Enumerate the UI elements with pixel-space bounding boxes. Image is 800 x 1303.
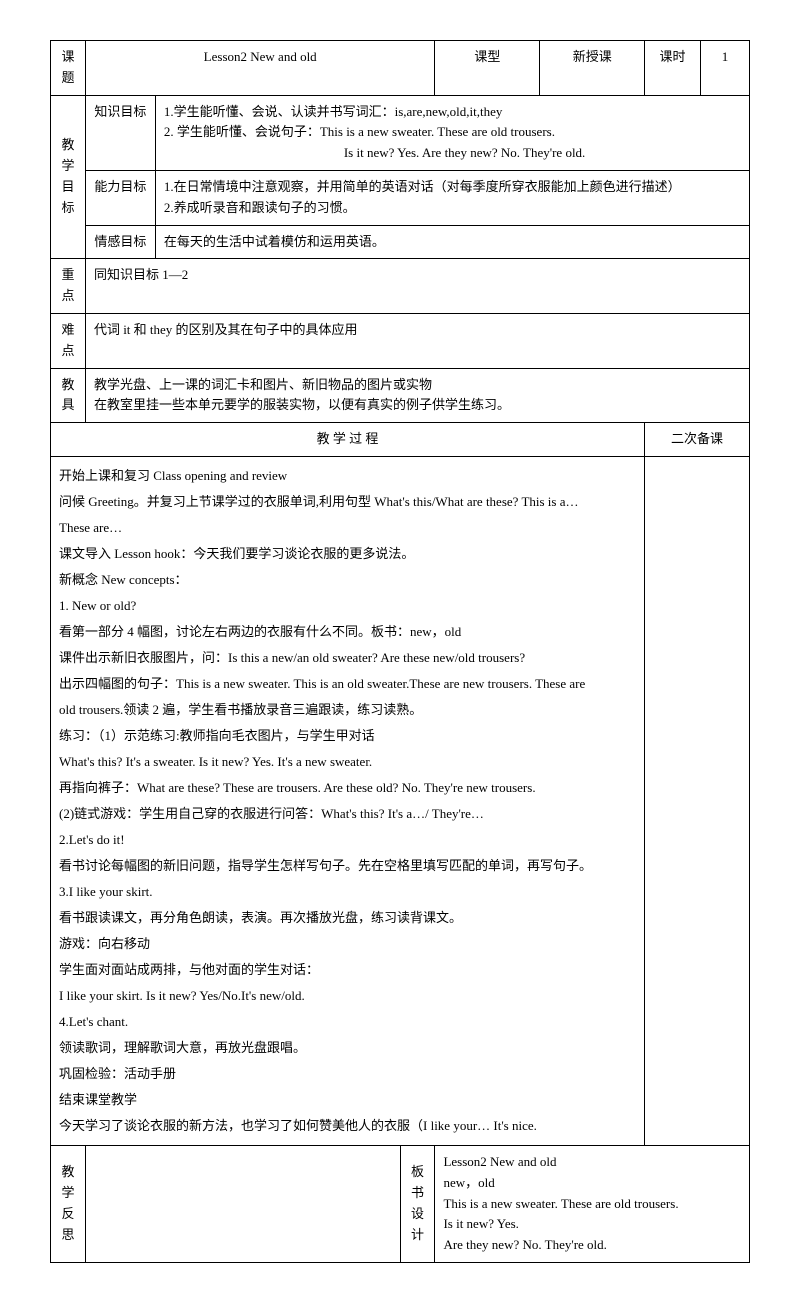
process-line: I like your skirt. Is it new? Yes/No.It'… <box>59 983 636 1009</box>
process-title: 教 学 过 程 <box>51 423 645 457</box>
fansi-label: 教学反思 <box>51 1145 86 1262</box>
process-line: 学生面对面站成两排，与他对面的学生对话： <box>59 957 636 983</box>
process-line: 看书跟读课文，再分角色朗读，表演。再次播放光盘，练习读背课文。 <box>59 905 636 931</box>
nandian-value: 代词 it 和 they 的区别及其在句子中的具体应用 <box>85 313 749 368</box>
emotion-label: 情感目标 <box>85 225 155 259</box>
process-line: 4.Let's chant. <box>59 1009 636 1035</box>
process-line: 看书讨论每幅图的新旧问题，指导学生怎样写句子。先在空格里填写匹配的单词，再写句子… <box>59 853 636 879</box>
knowledge-line2: 2. 学生能听懂、会说句子：This is a new sweater. The… <box>164 122 741 143</box>
knowledge-line1: 1.学生能听懂、会说、认读并书写词汇：is,are,new,old,it,the… <box>164 102 741 123</box>
process-line: 领读歌词，理解歌词大意，再放光盘跟唱。 <box>59 1035 636 1061</box>
ability-line2: 2.养成听录音和跟读句子的习惯。 <box>164 198 741 219</box>
secondary-content <box>645 456 750 1145</box>
process-line: 巩固检验：活动手册 <box>59 1061 636 1087</box>
jiaoju-line1: 教学光盘、上一课的词汇卡和图片、新旧物品的图片或实物 <box>94 375 741 396</box>
kexing-label: 课型 <box>435 41 540 96</box>
zhongdian-value: 同知识目标 1—2 <box>85 259 749 314</box>
objectives-label: 教学目标 <box>51 95 86 259</box>
kexing-value: 新授课 <box>540 41 645 96</box>
process-line: old trousers.领读 2 遍，学生看书播放录音三遍跟读，练习读熟。 <box>59 697 636 723</box>
jiaoju-row: 教具 教学光盘、上一课的词汇卡和图片、新旧物品的图片或实物 在教室里挂一些本单元… <box>51 368 750 423</box>
process-line: 结束课堂教学 <box>59 1087 636 1113</box>
process-line: These are… <box>59 515 636 541</box>
process-line: 2.Let's do it! <box>59 827 636 853</box>
process-line: 看第一部分 4 幅图，讨论左右两边的衣服有什么不同。板书：new，old <box>59 619 636 645</box>
footer-row: 教学反思 板书设计 Lesson2 New and old new，old Th… <box>51 1145 750 1262</box>
process-line: 出示四幅图的句子：This is a new sweater. This is … <box>59 671 636 697</box>
keti-label: 课题 <box>51 41 86 96</box>
ability-line1: 1.在日常情境中注意观察，并用简单的英语对话（对每季度所穿衣服能加上颜色进行描述… <box>164 177 741 198</box>
ability-content: 1.在日常情境中注意观察，并用简单的英语对话（对每季度所穿衣服能加上颜色进行描述… <box>155 170 749 225</box>
process-line: 今天学习了谈论衣服的新方法，也学习了如何赞美他人的衣服（I like your…… <box>59 1113 636 1139</box>
jiaoju-content: 教学光盘、上一课的词汇卡和图片、新旧物品的图片或实物 在教室里挂一些本单元要学的… <box>85 368 749 423</box>
process-line: (2)链式游戏：学生用自己穿的衣服进行问答：What's this? It's … <box>59 801 636 827</box>
zhongdian-row: 重点 同知识目标 1—2 <box>51 259 750 314</box>
knowledge-row: 教学目标 知识目标 1.学生能听懂、会说、认读并书写词汇：is,are,new,… <box>51 95 750 170</box>
process-body-row: 开始上课和复习 Class opening and review问候 Greet… <box>51 456 750 1145</box>
nandian-row: 难点 代词 it 和 they 的区别及其在句子中的具体应用 <box>51 313 750 368</box>
ability-label: 能力目标 <box>85 170 155 225</box>
nandian-label: 难点 <box>51 313 86 368</box>
knowledge-label: 知识目标 <box>85 95 155 170</box>
banshu-line3: This is a new sweater. These are old tro… <box>443 1194 741 1215</box>
banshu-line2: new，old <box>443 1173 741 1194</box>
keshi-value: 1 <box>701 41 750 96</box>
process-line: 游戏：向右移动 <box>59 931 636 957</box>
process-line: 问候 Greeting。并复习上节课学过的衣服单词,利用句型 What's th… <box>59 489 636 515</box>
emotion-value: 在每天的生活中试着模仿和运用英语。 <box>155 225 749 259</box>
banshu-label: 板书设计 <box>400 1145 435 1262</box>
emotion-row: 情感目标 在每天的生活中试着模仿和运用英语。 <box>51 225 750 259</box>
process-line: What's this? It's a sweater. Is it new? … <box>59 749 636 775</box>
process-line: 开始上课和复习 Class opening and review <box>59 463 636 489</box>
process-line: 课件出示新旧衣服图片，问：Is this a new/an old sweate… <box>59 645 636 671</box>
banshu-line1: Lesson2 New and old <box>443 1152 741 1173</box>
jiaoju-line2: 在教室里挂一些本单元要学的服装实物，以便有真实的例子供学生练习。 <box>94 395 741 416</box>
fansi-content <box>85 1145 400 1262</box>
lesson-plan-table: 课题 Lesson2 New and old 课型 新授课 课时 1 教学目标 … <box>50 40 750 1263</box>
knowledge-line3: Is it new? Yes. Are they new? No. They'r… <box>164 143 741 164</box>
ability-row: 能力目标 1.在日常情境中注意观察，并用简单的英语对话（对每季度所穿衣服能加上颜… <box>51 170 750 225</box>
header-row: 课题 Lesson2 New and old 课型 新授课 课时 1 <box>51 41 750 96</box>
process-line: 课文导入 Lesson hook：今天我们要学习谈论衣服的更多说法。 <box>59 541 636 567</box>
keshi-label: 课时 <box>645 41 701 96</box>
process-line: 再指向裤子：What are these? These are trousers… <box>59 775 636 801</box>
keti-value: Lesson2 New and old <box>85 41 435 96</box>
knowledge-content: 1.学生能听懂、会说、认读并书写词汇：is,are,new,old,it,the… <box>155 95 749 170</box>
secondary-label: 二次备课 <box>645 423 750 457</box>
jiaoju-label: 教具 <box>51 368 86 423</box>
zhongdian-label: 重点 <box>51 259 86 314</box>
process-line: 练习：（1）示范练习:教师指向毛衣图片，与学生甲对话 <box>59 723 636 749</box>
process-line: 新概念 New concepts： <box>59 567 636 593</box>
banshu-content: Lesson2 New and old new，old This is a ne… <box>435 1145 750 1262</box>
process-line: 1. New or old? <box>59 593 636 619</box>
process-line: 3.I like your skirt. <box>59 879 636 905</box>
process-header-row: 教 学 过 程 二次备课 <box>51 423 750 457</box>
banshu-line4: Is it new? Yes. <box>443 1214 741 1235</box>
banshu-line5: Are they new? No. They're old. <box>443 1235 741 1256</box>
process-content: 开始上课和复习 Class opening and review问候 Greet… <box>51 456 645 1145</box>
